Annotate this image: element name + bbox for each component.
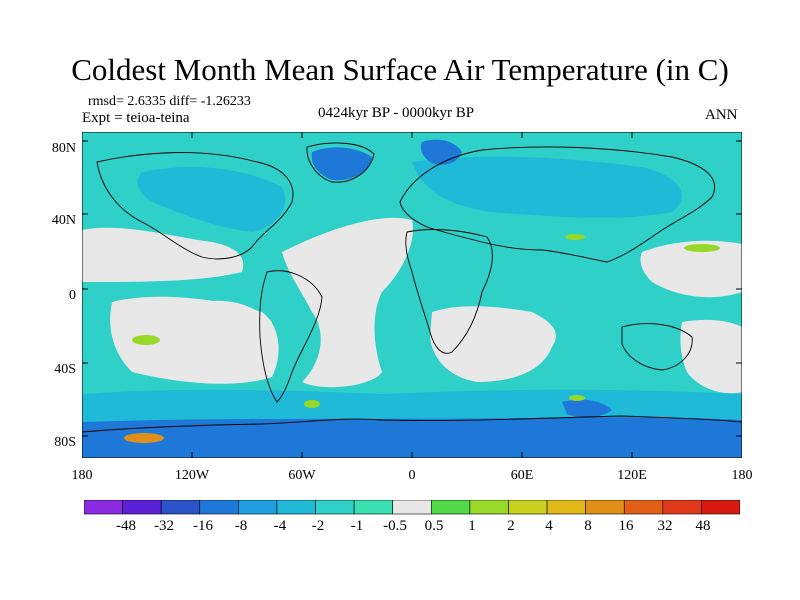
colorbar-label: 0.5 (424, 518, 444, 534)
colorbar-swatch (122, 500, 162, 515)
colorbar-swatch (392, 500, 432, 515)
colorbar-swatch (199, 500, 239, 515)
colorbar-swatch (469, 500, 509, 515)
cool-region-north-america (137, 167, 286, 232)
lat-label-40s: 40S (54, 362, 76, 377)
lat-label-80s: 80S (54, 435, 76, 450)
lon-label-180w: 180 (71, 468, 93, 483)
season-label: ANN (705, 107, 738, 123)
lat-label-equator: 0 (69, 288, 76, 303)
colorbar-label: -0.5 (383, 518, 407, 534)
warm-patch-north-pacific (684, 244, 720, 252)
cold-region-arctic-greenland (311, 147, 372, 181)
coastline-south-america (259, 270, 323, 403)
warm-patch-south-pacific (132, 335, 160, 345)
colorbar-label: 32 (657, 518, 673, 534)
colorbar-swatch (160, 500, 201, 515)
cool-region-eurasia (412, 156, 682, 218)
colorbar-label: -16 (193, 518, 213, 534)
warm-patch-asia (565, 234, 585, 240)
neutral-region-north-pacific (82, 227, 244, 282)
chart-title: Coldest Month Mean Surface Air Temperatu… (71, 52, 729, 87)
colorbar-label: -32 (154, 518, 174, 534)
lat-label-40n: 40N (51, 213, 76, 228)
colorbar-swatch (662, 500, 702, 515)
map-ticks (82, 132, 742, 458)
colorbar-label: 16 (618, 518, 634, 534)
colorbar-swatch (701, 500, 740, 515)
period-label: 0424kyr BP - 0000kyr BP (318, 105, 475, 121)
neutral-region-west-pacific (640, 240, 742, 298)
colorbar-label: 8 (584, 518, 592, 534)
colorbar-swatch (315, 500, 355, 515)
colorbar-swatch (508, 500, 548, 515)
neutral-region-indian (430, 306, 556, 382)
colorbar-swatch (353, 500, 394, 515)
hot-patch-ross-sea (124, 433, 164, 443)
lon-label-60w: 60W (288, 468, 316, 483)
coastline-north-america (96, 152, 294, 260)
colorbar-label: 4 (545, 518, 553, 534)
coastline-africa (405, 229, 493, 354)
colorbar-label: -2 (311, 518, 325, 534)
colorbar-label: 2 (507, 518, 515, 534)
coastline-australia (621, 323, 693, 371)
colorbar-label: -4 (273, 518, 287, 534)
coastline-greenland (306, 142, 375, 183)
colorbar-swatch (585, 500, 625, 515)
neutral-region-atlantic (282, 217, 413, 388)
warm-patch-indian-south (569, 395, 585, 401)
lon-label-0: 0 (408, 468, 416, 483)
colorbar-swatch (546, 500, 586, 515)
lon-label-180e: 180 (731, 468, 753, 483)
colorbar-label: -48 (116, 518, 136, 534)
colorbar (84, 500, 740, 515)
coastline-eurasia (399, 146, 715, 263)
lon-label-120w: 120W (174, 468, 210, 483)
colorbar-swatch (84, 500, 123, 515)
colorbar-swatch (430, 500, 471, 515)
neutral-region-australia-east (680, 319, 742, 394)
colorbar-swatch (623, 500, 664, 515)
temperature-field (82, 139, 742, 458)
coastlines (82, 142, 742, 433)
stats-label: rmsd= 2.6335 diff= -1.26233 (88, 94, 251, 109)
colorbar-label: -1 (350, 518, 364, 534)
lon-label-120e: 120E (617, 468, 647, 483)
lat-label-80n: 80N (51, 141, 76, 156)
neutral-region-east-pacific (202, 300, 272, 362)
colorbar-swatch (238, 500, 278, 515)
experiment-label: Expt = teioa-teina (82, 110, 190, 126)
colorbar-label: 1 (468, 518, 476, 534)
lon-label-60e: 60E (510, 468, 534, 483)
warm-patch-south-atlantic (304, 400, 320, 408)
cold-region-weddell (562, 399, 612, 418)
coastline-antarctica (82, 415, 742, 433)
temperature-map (82, 132, 742, 458)
colorbar-label: -8 (234, 518, 248, 534)
colorbar-label: 48 (695, 518, 711, 534)
cold-region-antarctica (82, 417, 742, 458)
colorbar-swatch (276, 500, 316, 515)
